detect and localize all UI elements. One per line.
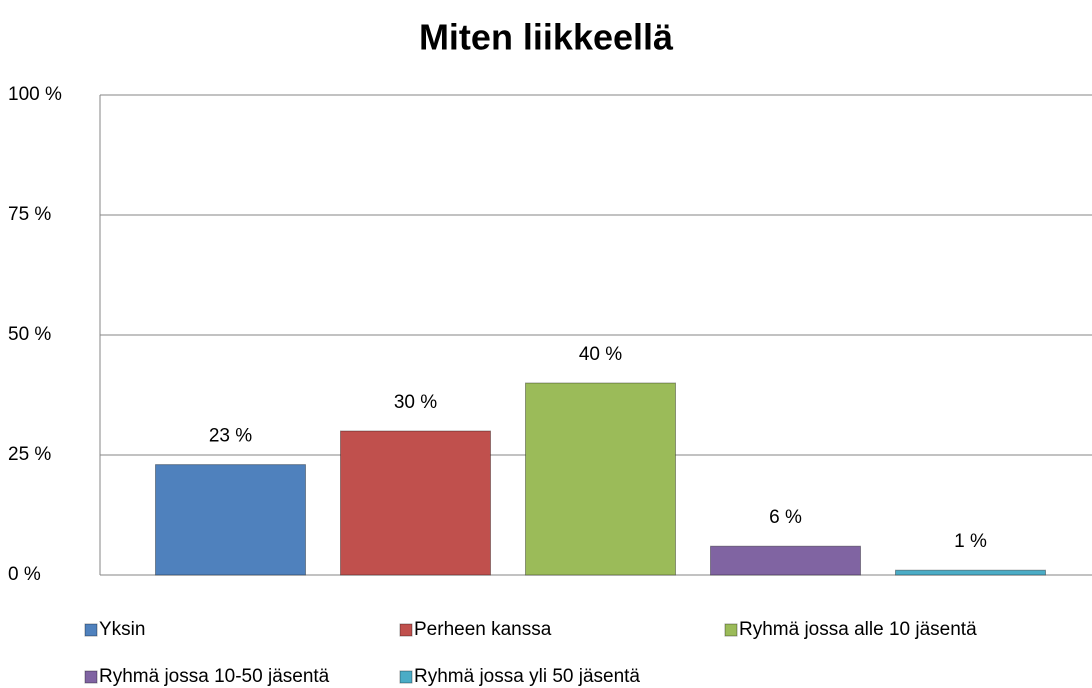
data-label: 6 % <box>769 507 802 528</box>
chart-title: Miten liikkeellä <box>419 17 674 58</box>
bar <box>525 382 676 576</box>
data-label: 1 % <box>954 531 987 552</box>
legend-label: Perheen kanssa <box>414 619 552 640</box>
legend-swatch <box>399 623 413 637</box>
bar <box>710 545 861 576</box>
legend-label: Ryhmä jossa 10-50 jäsentä <box>99 666 330 687</box>
legend-label: Yksin <box>99 619 145 640</box>
y-tick-label: 25 % <box>8 444 51 465</box>
y-tick-label: 75 % <box>8 204 51 225</box>
data-label: 30 % <box>394 392 437 413</box>
legend-swatch <box>724 623 738 637</box>
legend-swatch <box>84 623 98 637</box>
y-tick-label: 100 % <box>8 84 62 105</box>
data-label: 40 % <box>579 344 622 365</box>
y-tick-label: 50 % <box>8 324 51 345</box>
legend-label: Ryhmä jossa alle 10 jäsentä <box>739 619 977 640</box>
bar <box>155 464 306 576</box>
data-label: 23 % <box>209 426 252 447</box>
legend-swatch <box>399 670 413 684</box>
legend-swatch <box>84 670 98 684</box>
bar <box>340 430 491 576</box>
legend-label: Ryhmä jossa yli 50 jäsentä <box>414 666 640 687</box>
y-tick-label: 0 % <box>8 564 41 585</box>
bar <box>895 569 1046 576</box>
